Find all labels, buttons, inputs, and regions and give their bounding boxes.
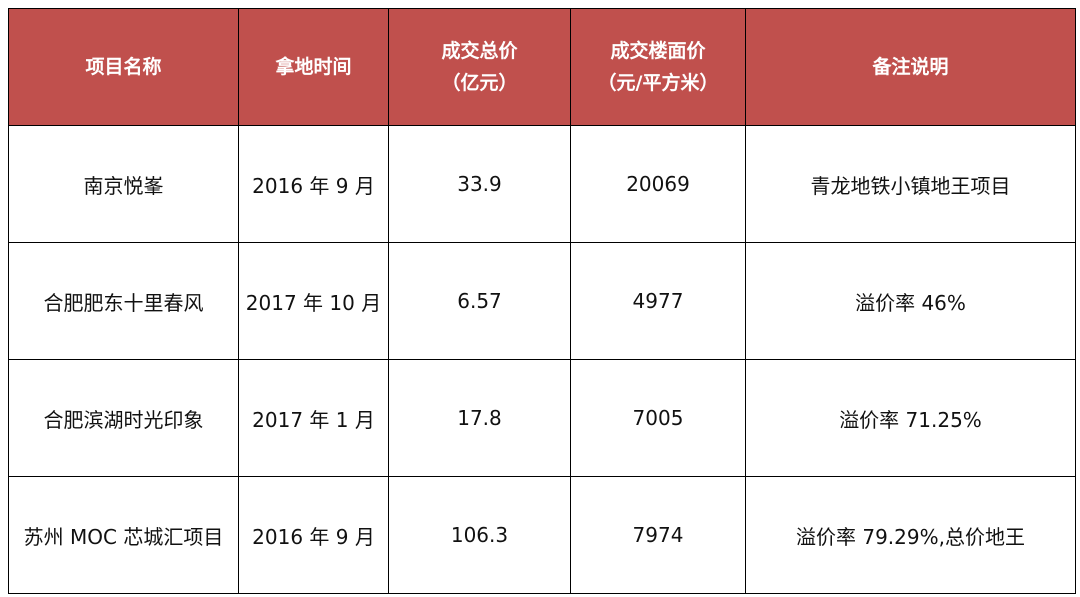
table-cell: 7005 bbox=[570, 359, 746, 477]
header-cell: 项目名称 bbox=[8, 8, 239, 126]
table-body: 南京悦峯 2016 年 9 月 33.9 20069 青龙地铁小镇地王项目 合肥肥东十里春… bbox=[8, 125, 1076, 594]
table-cell: 2016 年 9 月 bbox=[238, 125, 389, 243]
table-cell: 南京悦峯 bbox=[8, 125, 239, 243]
header-text: 项目名称 bbox=[85, 56, 162, 78]
table-cell: 合肥滨湖时光印象 bbox=[8, 359, 239, 477]
header-cell: 成交总价 （亿元） bbox=[388, 8, 571, 126]
header-cell: 备注说明 bbox=[745, 8, 1076, 126]
table-cell: 青龙地铁小镇地王项目 bbox=[745, 125, 1076, 243]
header-text: 备注说明 bbox=[872, 56, 949, 78]
table-cell: 溢价率 79.29%,总价地王 bbox=[745, 476, 1076, 594]
table-cell: 合肥肥东十里春风 bbox=[8, 242, 239, 360]
header-text: （元/平方米） bbox=[597, 72, 719, 94]
table-cell: 4977 bbox=[570, 242, 746, 360]
header-row: 项目名称 拿地时间 成交总价 （亿元） 成交楼面价 （元/平方米） 备注说明 bbox=[8, 8, 1076, 126]
table-cell: 7974 bbox=[570, 476, 746, 594]
table-cell: 6.57 bbox=[388, 242, 571, 360]
table-cell: 20069 bbox=[570, 125, 746, 243]
table-cell: 溢价率 71.25% bbox=[745, 359, 1076, 477]
table-cell: 苏州 MOC 芯城汇项目 bbox=[8, 476, 239, 594]
table-cell: 106.3 bbox=[388, 476, 571, 594]
table-row: 苏州 MOC 芯城汇项目 2016 年 9 月 106.3 7974 溢价率 79.29… bbox=[8, 476, 1076, 594]
header-text: 拿地时间 bbox=[275, 56, 352, 78]
header-cell: 拿地时间 bbox=[238, 8, 389, 126]
header-text: 成交总价 bbox=[441, 40, 518, 62]
table-cell: 2017 年 10 月 bbox=[238, 242, 389, 360]
header-text: （亿元） bbox=[441, 72, 518, 94]
table-cell: 17.8 bbox=[388, 359, 571, 477]
data-table: 项目名称 拿地时间 成交总价 （亿元） 成交楼面价 （元/平方米） 备注说明 南京悦峯 201… bbox=[8, 8, 1076, 594]
table-row: 南京悦峯 2016 年 9 月 33.9 20069 青龙地铁小镇地王项目 bbox=[8, 125, 1076, 243]
table-row: 合肥肥东十里春风 2017 年 10 月 6.57 4977 溢价率 46% bbox=[8, 242, 1076, 360]
header-text: 成交楼面价 bbox=[610, 40, 706, 62]
table-cell: 2017 年 1 月 bbox=[238, 359, 389, 477]
table-cell: 溢价率 46% bbox=[745, 242, 1076, 360]
header-cell: 成交楼面价 （元/平方米） bbox=[570, 8, 746, 126]
table-cell: 33.9 bbox=[388, 125, 571, 243]
table-cell: 2016 年 9 月 bbox=[238, 476, 389, 594]
table-row: 合肥滨湖时光印象 2017 年 1 月 17.8 7005 溢价率 71.25% bbox=[8, 359, 1076, 477]
table-header: 项目名称 拿地时间 成交总价 （亿元） 成交楼面价 （元/平方米） 备注说明 bbox=[8, 8, 1076, 126]
